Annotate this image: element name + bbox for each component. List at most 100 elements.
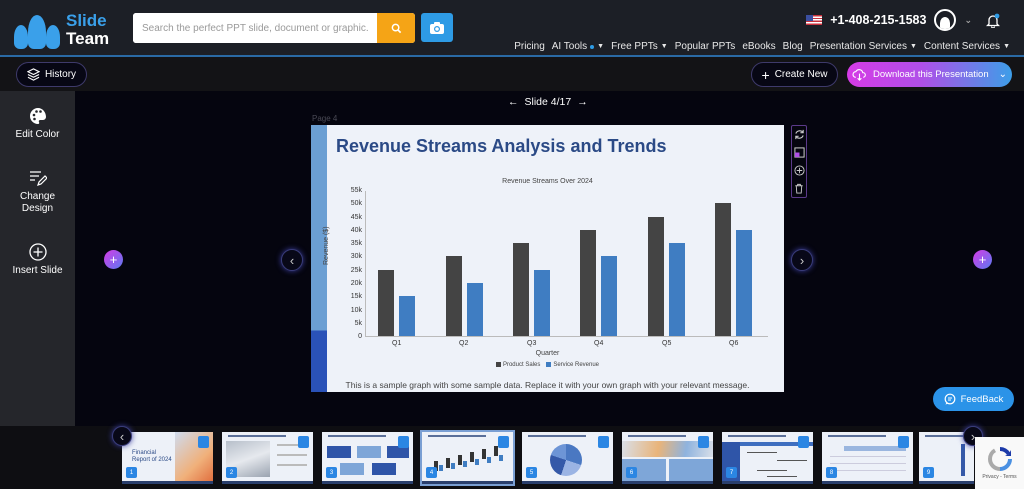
bar-service-revenue[interactable]	[736, 229, 752, 336]
search-button[interactable]	[377, 13, 415, 43]
trash-icon[interactable]	[398, 436, 409, 448]
sidebar-item-edit-color[interactable]: Edit Color	[0, 107, 75, 141]
refresh-slide-button[interactable]	[792, 126, 806, 143]
sidebar-item-change-design[interactable]: Change Design	[0, 169, 75, 215]
y-tick: 35k	[350, 240, 362, 248]
trash-icon[interactable]	[698, 436, 709, 448]
nav-label: Pricing	[514, 41, 545, 52]
trash-icon[interactable]	[798, 436, 809, 448]
cloud-download-icon	[852, 69, 866, 81]
nav-label: Free PPTs	[611, 41, 658, 52]
thumbnail-slide-9[interactable]: 9	[919, 432, 974, 484]
caret-down-icon: ▼	[660, 43, 668, 50]
chart-legend: Product Sales Service Revenue	[311, 362, 784, 368]
layers-icon	[26, 68, 40, 81]
nav-ebooks[interactable]: eBooks	[742, 41, 775, 52]
y-tick: 5k	[354, 319, 362, 327]
thumbnail-slide-4-active[interactable]: 4	[420, 430, 515, 486]
thumbnail-slide-7[interactable]: 7	[722, 432, 813, 484]
thumbnail-slide-8[interactable]: 8	[822, 432, 913, 484]
trash-icon[interactable]	[598, 436, 609, 448]
download-label: Download this Presentation	[872, 69, 989, 80]
thumbnail-slide-5[interactable]: 5	[522, 432, 613, 484]
nav-ai-tools[interactable]: AI Tools ▼	[552, 41, 604, 52]
slide-canvas[interactable]: Revenue Streams Analysis and Trends Reve…	[311, 125, 784, 392]
nav-label: Blog	[782, 41, 803, 52]
thumbnail-slide-1[interactable]: Financial Report of 2024 1	[122, 432, 213, 484]
logo-people-icon	[12, 11, 64, 49]
camera-icon	[430, 21, 444, 34]
thumbnail-slide-3[interactable]: 3	[322, 432, 413, 484]
download-presentation-button[interactable]: Download this Presentation ⌄	[847, 62, 1012, 87]
nav-free-ppts[interactable]: Free PPTs ▼	[611, 41, 668, 52]
nav-content-services[interactable]: Content Services ▼	[924, 41, 1010, 52]
phone-number[interactable]: +1-408-215-1583	[830, 13, 927, 27]
slide-number-badge: 4	[426, 467, 437, 478]
refresh-icon	[794, 129, 804, 140]
prev-slide-arrow-icon[interactable]: ←	[508, 96, 519, 108]
nav-blog[interactable]: Blog	[783, 41, 803, 52]
y-tick: 10k	[350, 306, 362, 314]
slide-number-badge: 7	[726, 467, 737, 478]
bar-product-sales[interactable]	[715, 203, 731, 336]
thumbnails-prev-button[interactable]: ‹	[112, 426, 132, 446]
nav-label: eBooks	[742, 41, 776, 52]
bar-service-revenue[interactable]	[467, 282, 483, 336]
logo-text-slide: Slide	[66, 11, 107, 30]
history-button[interactable]: History	[16, 62, 87, 87]
sidebar-item-insert-slide[interactable]: Insert Slide	[0, 243, 75, 277]
slide-accent-bar	[311, 125, 327, 392]
trash-icon[interactable]	[498, 436, 509, 448]
bar-product-sales[interactable]	[513, 243, 529, 336]
nav-presentation-services[interactable]: Presentation Services ▼	[810, 41, 917, 52]
delete-slide-button[interactable]	[792, 180, 806, 197]
bar-service-revenue[interactable]	[601, 256, 617, 336]
thumb-title: Financial Report of 2024	[132, 450, 172, 463]
prev-slide-button[interactable]: ‹	[281, 249, 303, 271]
next-slide-arrow-icon[interactable]: →	[577, 96, 588, 108]
thumbnail-slide-2[interactable]: 2	[222, 432, 313, 484]
y-tick: 55k	[350, 187, 362, 194]
recaptcha-links[interactable]: Privacy - Terms	[982, 474, 1017, 480]
bar-service-revenue[interactable]	[399, 296, 415, 336]
bar-product-sales[interactable]	[378, 269, 394, 336]
slide-title[interactable]: Revenue Streams Analysis and Trends	[336, 136, 667, 156]
us-flag-icon[interactable]	[806, 15, 823, 25]
page-label: Page 4	[312, 114, 338, 123]
bar-group-q4	[568, 190, 634, 336]
feedback-button[interactable]: FeedBack	[933, 387, 1014, 411]
trash-icon[interactable]	[198, 436, 209, 448]
caret-down-icon: ▼	[909, 43, 917, 50]
bar-service-revenue[interactable]	[669, 243, 685, 336]
resize-icon	[793, 147, 805, 158]
user-avatar-icon[interactable]	[934, 9, 957, 31]
trash-icon[interactable]	[898, 436, 909, 448]
bar-product-sales[interactable]	[446, 256, 462, 336]
thumbnail-slide-6[interactable]: 6	[622, 432, 713, 484]
slide-caption[interactable]: This is a sample graph with some sample …	[345, 380, 750, 390]
image-search-button[interactable]	[421, 13, 453, 42]
bar-product-sales[interactable]	[648, 216, 664, 336]
slide-counter: Slide 4/17	[524, 96, 572, 108]
recaptcha-badge[interactable]: Privacy - Terms	[975, 437, 1024, 489]
search-input[interactable]	[133, 13, 377, 43]
legend-item-service-revenue: Service Revenue	[546, 362, 599, 368]
search-bar	[133, 13, 415, 43]
insert-slide-after-button[interactable]: +	[973, 250, 992, 269]
trash-icon[interactable]	[298, 436, 309, 448]
bell-icon[interactable]	[986, 13, 1000, 28]
nav-pricing[interactable]: Pricing	[514, 41, 545, 52]
bar-product-sales[interactable]	[580, 229, 596, 336]
bar-chart-plot[interactable]: 0 5k 10k 15k 20k 25k 30k 35k 40k 45k 50k…	[351, 187, 768, 340]
create-new-button[interactable]: + Create New	[751, 62, 838, 87]
add-element-button[interactable]	[792, 162, 806, 179]
contact-area: +1-408-215-1583 ⌄	[806, 9, 1000, 31]
bar-service-revenue[interactable]	[534, 269, 550, 336]
plus-circle-icon	[28, 243, 47, 261]
resize-slide-button[interactable]	[792, 144, 806, 161]
nav-popular-ppts[interactable]: Popular PPTs	[675, 41, 736, 52]
slideteam-logo[interactable]: Slide Team	[12, 10, 112, 50]
insert-slide-before-button[interactable]: +	[104, 250, 123, 269]
next-slide-button[interactable]: ›	[791, 249, 813, 271]
chevron-down-icon[interactable]: ⌄	[964, 14, 972, 25]
